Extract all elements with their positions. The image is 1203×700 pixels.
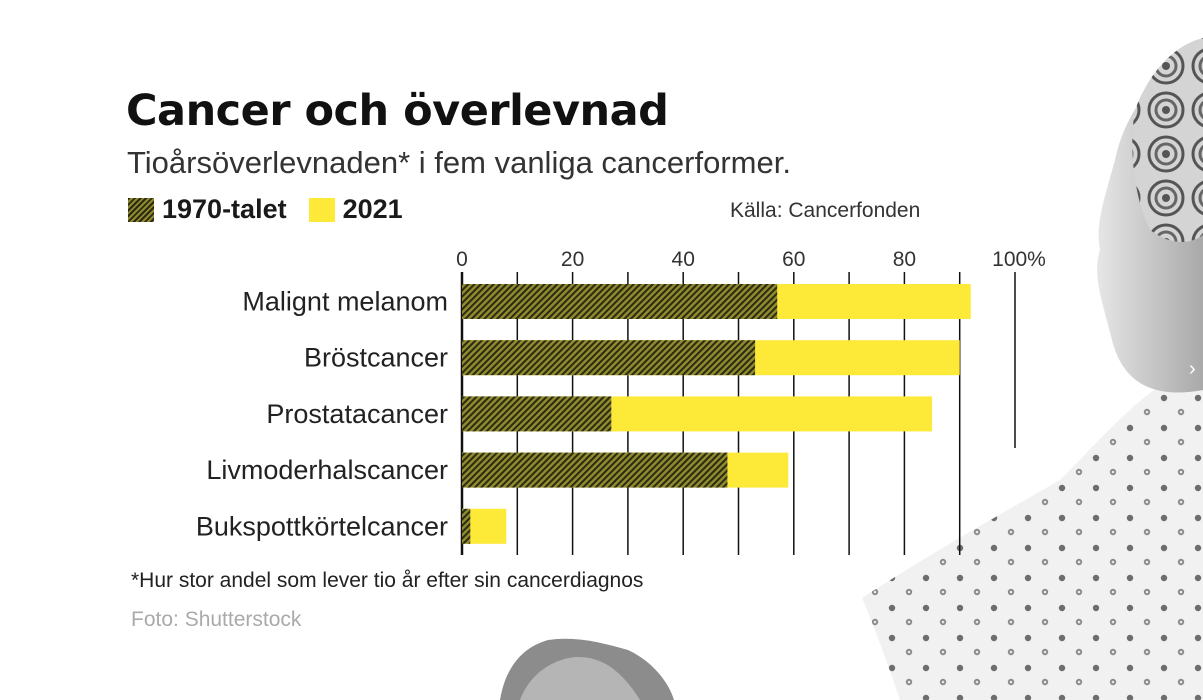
bar-1970 bbox=[462, 508, 471, 544]
chart-subtitle: Tioårsöverlevnaden* i fem vanliga cancer… bbox=[127, 145, 791, 180]
bar-1970 bbox=[462, 284, 778, 319]
legend-label-2021: 2021 bbox=[342, 194, 403, 224]
photo-credit: Foto: Shutterstock bbox=[131, 608, 302, 631]
bars bbox=[462, 284, 971, 544]
category-label: Bukspottkörtelcancer bbox=[196, 511, 448, 541]
category-label: Prostatacancer bbox=[266, 399, 448, 429]
category-label: Bröstcancer bbox=[304, 343, 448, 373]
bar-1970 bbox=[462, 340, 756, 376]
legend: 1970-talet 2021 bbox=[128, 194, 425, 225]
chart-title: Cancer och överlevnad bbox=[126, 86, 669, 136]
source-text: Källa: Cancerfonden bbox=[730, 199, 921, 222]
legend-swatch-2021 bbox=[308, 197, 335, 222]
x-tick-label: 80 bbox=[893, 248, 916, 271]
legend-swatch-1970 bbox=[128, 197, 154, 222]
bar-1970 bbox=[462, 396, 612, 432]
x-tick-label: 60 bbox=[782, 248, 805, 271]
bar-1970 bbox=[462, 452, 728, 488]
x-tick-label: 100% bbox=[992, 248, 1046, 271]
x-tick-label: 0 bbox=[456, 248, 468, 271]
labels: 0 20 40 60 80 100% Malignt melanom Bröstcancer P… bbox=[196, 248, 1046, 541]
category-label: Malignt melanom bbox=[242, 287, 448, 317]
x-tick-label: 20 bbox=[561, 248, 584, 271]
footnote: *Hur stor andel som lever tio år efter s… bbox=[131, 569, 644, 592]
category-label: Livmoderhalscancer bbox=[206, 455, 448, 485]
x-tick-label: 40 bbox=[672, 248, 695, 271]
chevron-right-icon[interactable]: › bbox=[1189, 358, 1196, 380]
legend-item-1970: 1970-talet bbox=[128, 194, 287, 225]
legend-label-1970: 1970-talet bbox=[162, 194, 287, 224]
legend-item-2021: 2021 bbox=[308, 194, 403, 225]
